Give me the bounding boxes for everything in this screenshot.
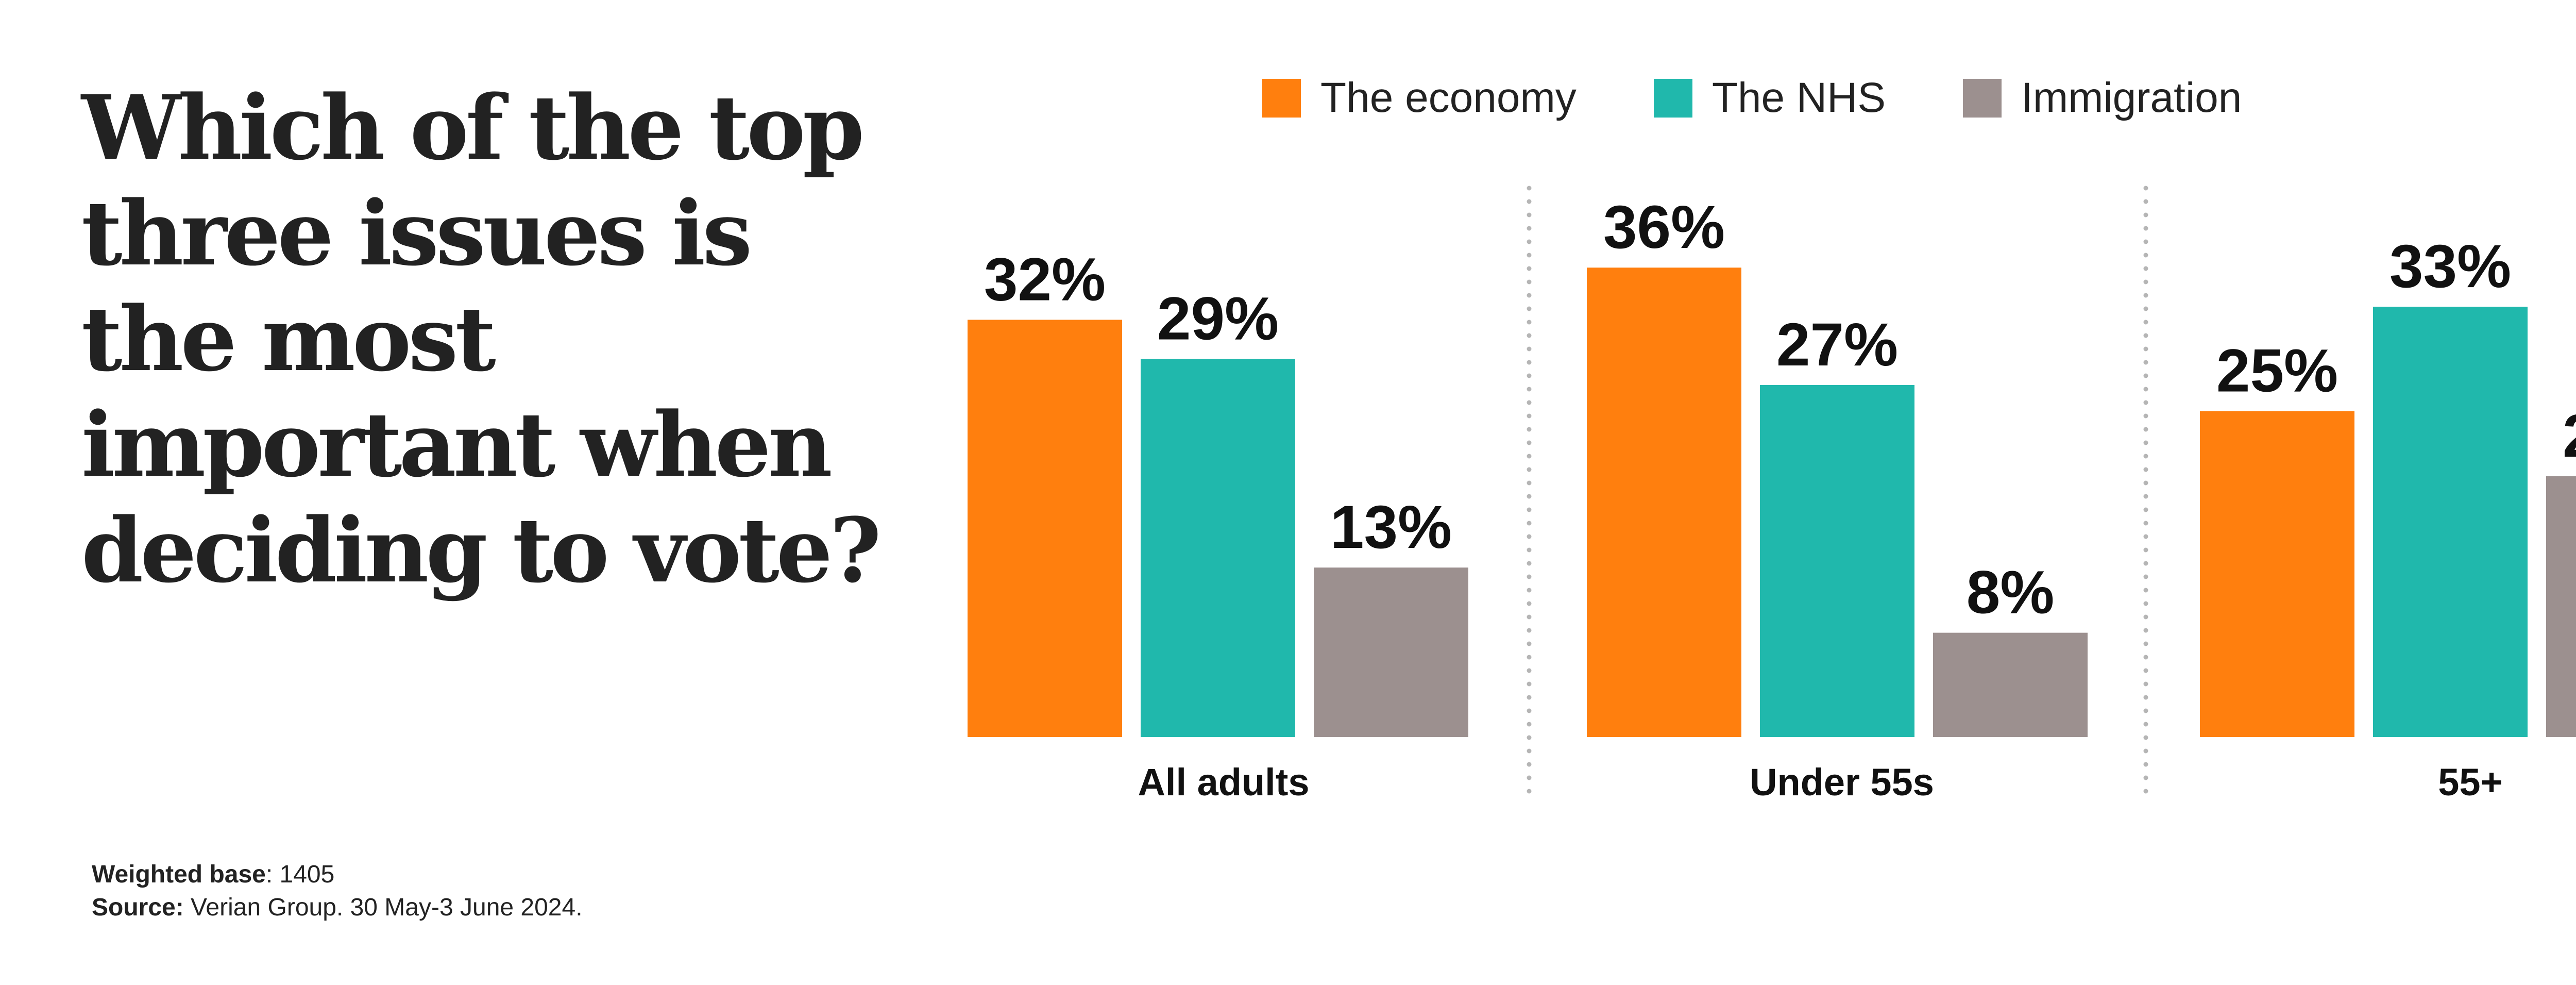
source-label: Source: xyxy=(92,894,184,921)
bar-under-55s-immigration xyxy=(1933,632,2088,737)
category-label-all-adults: All adults xyxy=(1138,761,1309,804)
bar-value-label-55-immigration: 20% xyxy=(2563,402,2576,470)
bar-value-label-under-55s-immigration: 8% xyxy=(1967,559,2055,627)
legend-label-nhs: The NHS xyxy=(1711,74,1886,121)
chart-title: Which of the top three issues is the mos… xyxy=(81,75,882,603)
bar-value-label-under-55s-nhs: 27% xyxy=(1776,311,1898,379)
bar-value-label-under-55s-economy: 36% xyxy=(1603,193,1725,261)
source-value: Verian Group. 30 May-3 June 2024. xyxy=(183,894,583,921)
bar-value-label-all-adults-nhs: 29% xyxy=(1157,285,1279,353)
weighted-base-note: Weighted base: 1405 xyxy=(92,858,583,891)
footnote: Weighted base: 1405 Source: Verian Group… xyxy=(92,858,583,924)
bar-under-55s-nhs xyxy=(1760,385,1914,737)
bar-value-label-all-adults-immigration: 13% xyxy=(1330,493,1452,561)
category-label-under-55s: Under 55s xyxy=(1750,761,1934,804)
bar-all-adults-immigration xyxy=(1314,567,1468,737)
weighted-base-value: : 1405 xyxy=(265,861,335,888)
bar-value-label-55-nhs: 33% xyxy=(2389,232,2511,300)
legend-label-economy: The economy xyxy=(1320,74,1577,121)
weighted-base-label: Weighted base xyxy=(92,861,266,888)
bar-55-economy xyxy=(2200,411,2354,737)
category-label-55: 55+ xyxy=(2438,761,2503,804)
legend-item-nhs: The NHS xyxy=(1653,74,1886,122)
bar-under-55s-economy xyxy=(1587,268,1741,737)
legend-label-immigration: Immigration xyxy=(2021,74,2242,121)
legend-swatch-economy xyxy=(1262,78,1301,118)
legend-item-immigration: Immigration xyxy=(1963,74,2242,122)
bar-55-immigration xyxy=(2546,476,2576,737)
legend-swatch-nhs xyxy=(1653,78,1692,118)
bar-55-nhs xyxy=(2373,307,2528,737)
legend-swatch-immigration xyxy=(1963,78,2002,118)
bar-all-adults-nhs xyxy=(1141,359,1295,737)
source-note: Source: Verian Group. 30 May-3 June 2024… xyxy=(92,891,583,924)
bar-value-label-all-adults-economy: 32% xyxy=(984,245,1106,313)
bar-value-label-55-economy: 25% xyxy=(2216,337,2338,405)
legend-item-economy: The economy xyxy=(1262,74,1577,122)
chart-legend: The economy The NHS Immigration xyxy=(1262,72,2242,124)
bar-all-adults-economy xyxy=(968,320,1122,737)
